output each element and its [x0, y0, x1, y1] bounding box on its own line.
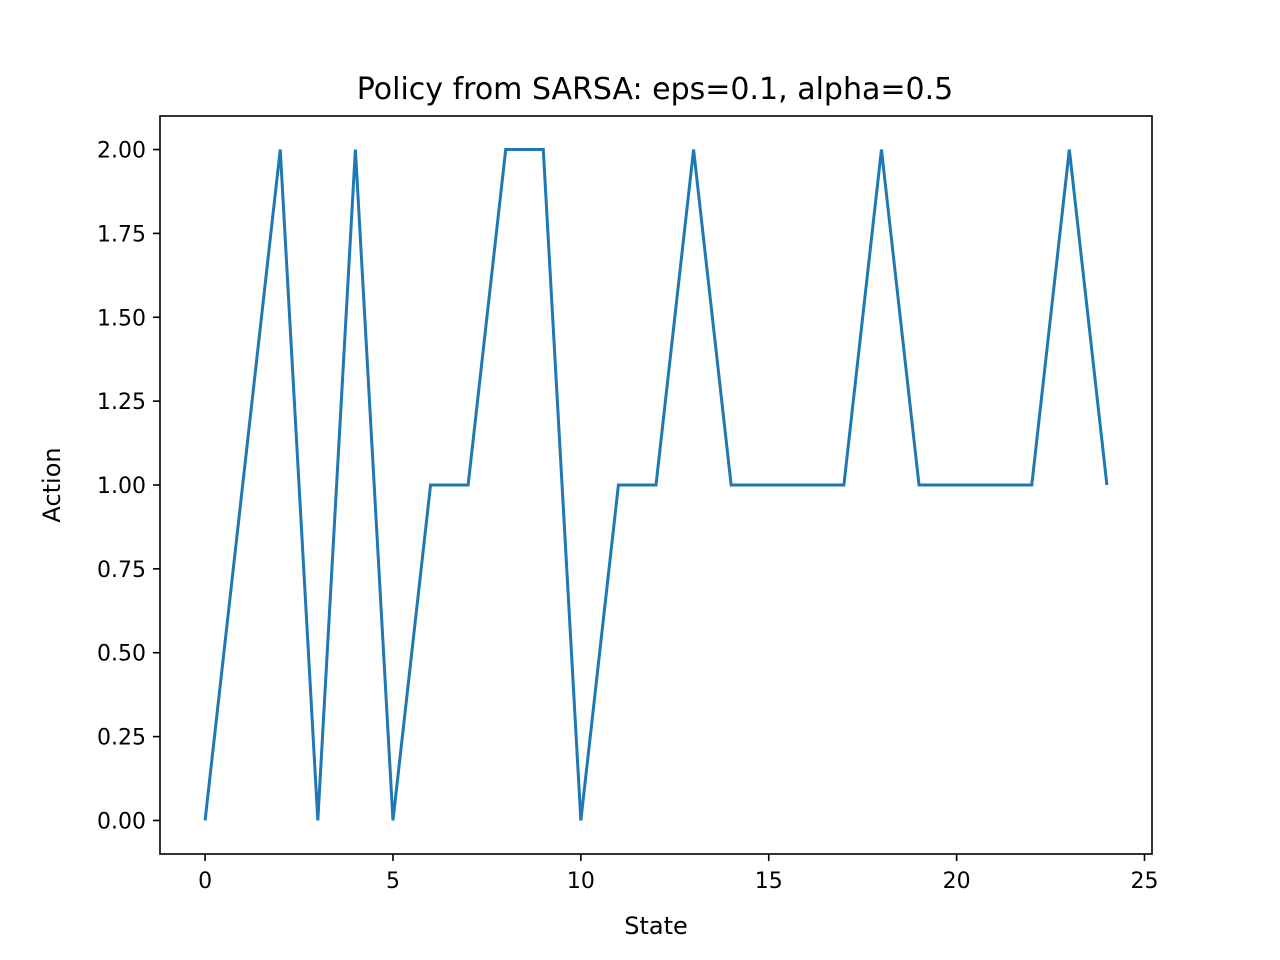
x-tick-label: 15 — [755, 869, 783, 894]
x-axis: 0 5 10 15 20 25 — [198, 854, 1158, 894]
x-axis-label: State — [624, 912, 688, 940]
y-axis: 0.00 0.25 0.50 0.75 1.00 1.25 1.50 1.75 2.00 — [97, 139, 160, 834]
chart-title: Policy from SARSA: eps=0.1, alpha=0.5 — [357, 72, 953, 107]
y-tick-label: 1.00 — [97, 474, 146, 499]
y-tick-label: 2.00 — [97, 139, 146, 164]
x-tick-label: 20 — [943, 869, 971, 894]
y-tick-label: 0.00 — [97, 809, 146, 834]
y-tick-label: 1.50 — [97, 306, 146, 331]
x-tick-label: 10 — [567, 869, 595, 894]
x-tick-label: 5 — [386, 869, 400, 894]
y-tick-label: 1.25 — [97, 390, 146, 415]
y-tick-label: 1.75 — [97, 222, 146, 247]
y-tick-label: 0.75 — [97, 558, 146, 583]
y-tick-label: 0.25 — [97, 726, 146, 751]
y-axis-label: Action — [38, 447, 66, 522]
x-tick-label: 25 — [1130, 869, 1158, 894]
policy-series-line — [203, 148, 1109, 821]
y-tick-label: 0.50 — [97, 642, 146, 667]
x-tick-label: 0 — [198, 869, 212, 894]
